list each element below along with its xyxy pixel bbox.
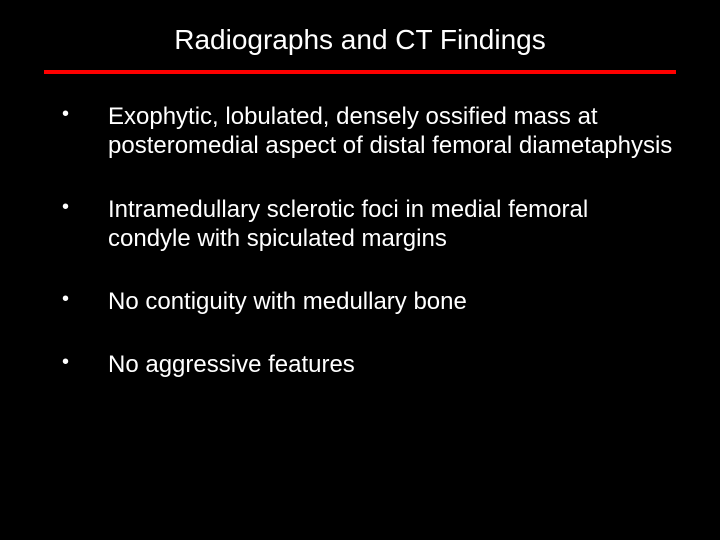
slide: Radiographs and CT Findings Exophytic, l… [0,0,720,540]
list-item: No contiguity with medullary bone [58,287,676,316]
list-item: No aggressive features [58,350,676,379]
title-underline-rule [44,70,676,74]
bullet-list: Exophytic, lobulated, densely ossified m… [44,102,676,380]
list-item: Exophytic, lobulated, densely ossified m… [58,102,676,161]
slide-title: Radiographs and CT Findings [44,24,676,56]
list-item: Intramedullary sclerotic foci in medial … [58,195,676,254]
